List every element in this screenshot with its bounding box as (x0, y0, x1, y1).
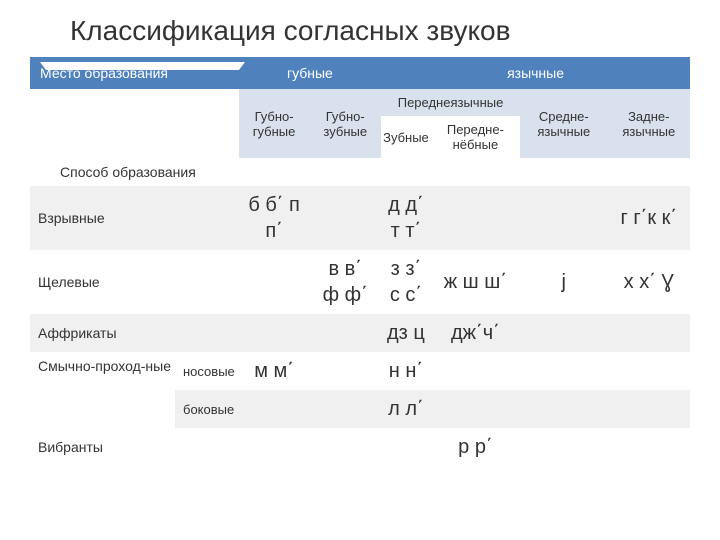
cell-plosive-dental: д д΄т т΄ (381, 186, 431, 250)
cell-fric-back: х х΄ Ɣ (608, 250, 690, 314)
consonant-table: Место образования губные язычные Губно-г… (30, 57, 690, 466)
header-labiodental: Губно-зубные (309, 89, 381, 158)
cell-vibrant-palatal: р р΄ (431, 428, 520, 466)
cell-lateral-dental: л л΄ (381, 390, 431, 428)
header-palatal: Передне-нёбные (431, 116, 520, 158)
header-dental: Зубные (381, 116, 431, 158)
row-occlusive: Смычно-проход-ные (30, 352, 175, 428)
cell-fric-palatal: ж ш ш΄ (431, 250, 520, 314)
header-place: Место образования (30, 57, 239, 89)
cell-aff-dental: дз ц (381, 314, 431, 352)
header-bilabial: Губно-губные (239, 89, 310, 158)
header-backlingual: Задне-язычные (608, 89, 690, 158)
header-labial: губные (239, 57, 381, 89)
header-method: Способ образования (30, 158, 239, 186)
cell-nasal-bilabial: м м΄ (239, 352, 310, 390)
row-nasal: носовые (175, 352, 239, 390)
cell-fric-mid: j (520, 250, 608, 314)
row-affricate: Аффрикаты (30, 314, 239, 352)
cell-fric-dental: з з΄с с΄ (381, 250, 431, 314)
row-fricative: Щелевые (30, 250, 239, 314)
cell-plosive-back: г г΄к к΄ (608, 186, 690, 250)
row-lateral: боковые (175, 390, 239, 428)
header-lingual: язычные (381, 57, 690, 89)
cell-plosive-bilabial: б б΄ п п΄ (239, 186, 310, 250)
cell-nasal-dental: н н΄ (381, 352, 431, 390)
page-title: Классификация согласных звуков (70, 15, 690, 47)
cell-aff-palatal: дж΄ч΄ (431, 314, 520, 352)
row-plosive: Взрывные (30, 186, 239, 250)
row-vibrant: Вибранты (30, 428, 239, 466)
header-midlingual: Средне-язычные (520, 89, 608, 158)
header-frontlingual: Переднеязычные (381, 89, 520, 116)
cell-fric-labiodental: в в΄ф ф΄ (309, 250, 381, 314)
